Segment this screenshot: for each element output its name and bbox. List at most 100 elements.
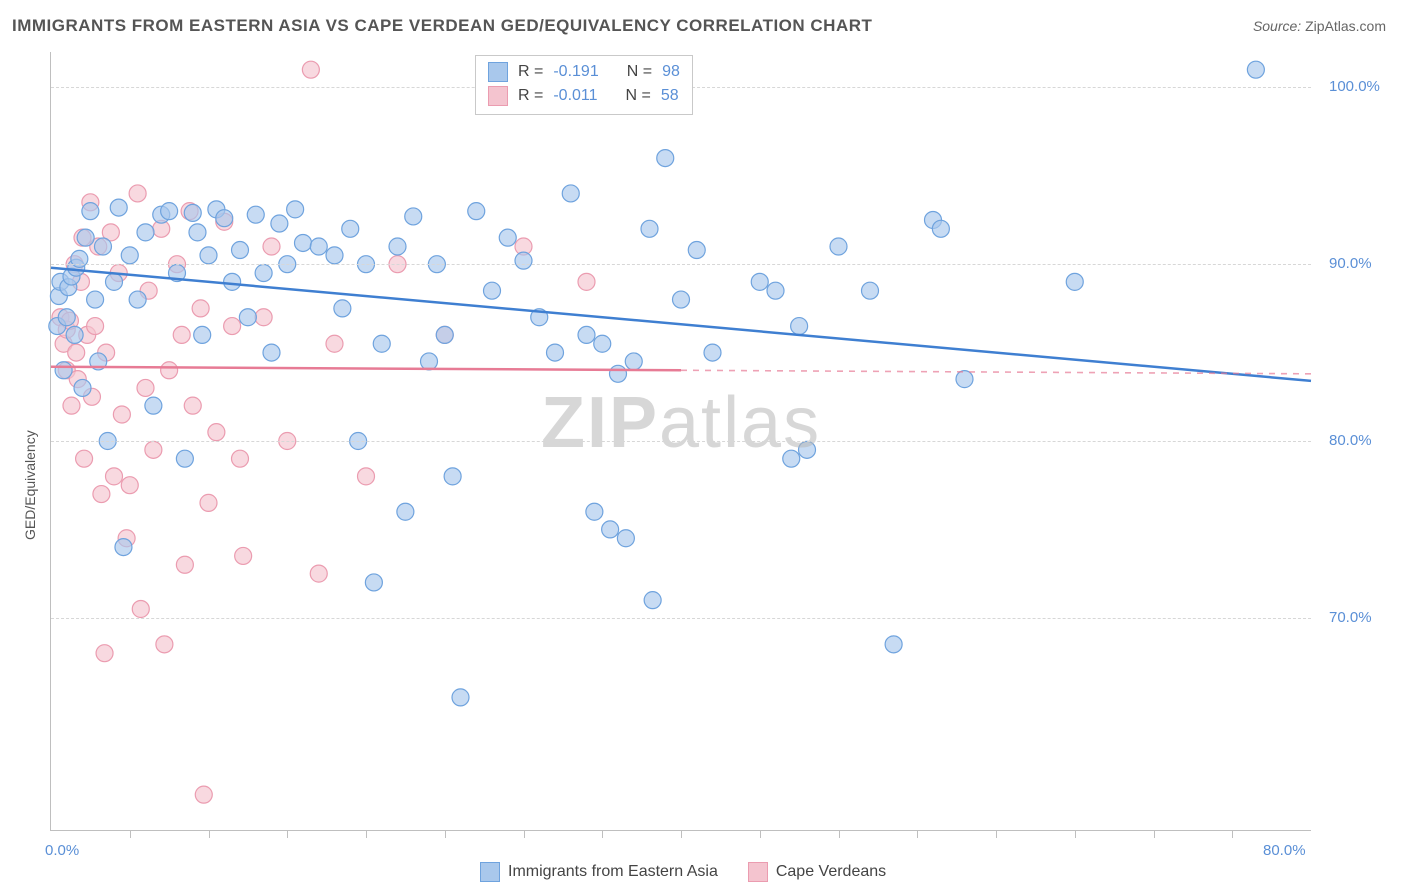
data-point: [208, 424, 225, 441]
data-point: [326, 247, 343, 264]
data-point: [405, 208, 422, 225]
legend-item: Cape Verdeans: [748, 862, 886, 882]
data-point: [452, 689, 469, 706]
data-point: [885, 636, 902, 653]
gridline: [51, 618, 1311, 619]
data-point: [106, 468, 123, 485]
data-point: [602, 521, 619, 538]
data-point: [232, 242, 249, 259]
data-point: [342, 220, 359, 237]
data-point: [137, 224, 154, 241]
data-point: [704, 344, 721, 361]
data-point: [235, 547, 252, 564]
data-point: [830, 238, 847, 255]
x-minor-tick: [130, 830, 131, 838]
source-label: Source:: [1253, 18, 1301, 34]
data-point: [657, 150, 674, 167]
data-point: [484, 282, 501, 299]
stats-row: R =-0.191N =98: [488, 60, 680, 84]
data-point: [468, 203, 485, 220]
data-point: [578, 273, 595, 290]
data-point: [129, 185, 146, 202]
x-minor-tick: [917, 830, 918, 838]
data-point: [295, 234, 312, 251]
series-swatch: [488, 62, 508, 82]
data-point: [641, 220, 658, 237]
data-point: [94, 238, 111, 255]
data-point: [302, 61, 319, 78]
data-point: [783, 450, 800, 467]
data-point: [247, 206, 264, 223]
data-point: [58, 309, 75, 326]
data-point: [176, 450, 193, 467]
legend-label: Cape Verdeans: [776, 863, 886, 881]
chart-title: IMMIGRANTS FROM EASTERN ASIA VS CAPE VER…: [12, 16, 872, 36]
chart-container: IMMIGRANTS FROM EASTERN ASIA VS CAPE VER…: [0, 0, 1406, 892]
series-legend: Immigrants from Eastern AsiaCape Verdean…: [480, 862, 886, 882]
trend-line: [51, 367, 681, 371]
x-minor-tick: [1154, 830, 1155, 838]
data-point: [562, 185, 579, 202]
data-point: [688, 242, 705, 259]
data-point: [216, 210, 233, 227]
stats-row: R =-0.011N =58: [488, 84, 680, 108]
data-point: [255, 309, 272, 326]
data-point: [436, 326, 453, 343]
data-point: [515, 252, 532, 269]
data-point: [547, 344, 564, 361]
legend-swatch: [748, 862, 768, 882]
data-point: [129, 291, 146, 308]
data-point: [310, 238, 327, 255]
data-point: [115, 539, 132, 556]
data-point: [77, 229, 94, 246]
x-minor-tick: [287, 830, 288, 838]
data-point: [232, 450, 249, 467]
data-point: [63, 397, 80, 414]
data-point: [263, 238, 280, 255]
x-minor-tick: [366, 830, 367, 838]
x-minor-tick: [1232, 830, 1233, 838]
x-minor-tick: [760, 830, 761, 838]
series-swatch: [488, 86, 508, 106]
data-point: [195, 786, 212, 803]
data-point: [184, 204, 201, 221]
x-minor-tick: [602, 830, 603, 838]
data-point: [132, 600, 149, 617]
data-point: [239, 309, 256, 326]
x-minor-tick: [681, 830, 682, 838]
data-point: [499, 229, 516, 246]
data-point: [87, 291, 104, 308]
data-point: [397, 503, 414, 520]
data-point: [76, 450, 93, 467]
data-point: [66, 326, 83, 343]
x-minor-tick: [445, 830, 446, 838]
data-point: [68, 344, 85, 361]
data-point: [625, 353, 642, 370]
stat-n-label: N =: [627, 60, 652, 84]
data-point: [751, 273, 768, 290]
data-point: [862, 282, 879, 299]
data-point: [365, 574, 382, 591]
data-point: [421, 353, 438, 370]
data-point: [956, 371, 973, 388]
data-point: [192, 300, 209, 317]
stat-n-label: N =: [626, 84, 651, 108]
data-point: [594, 335, 611, 352]
data-point: [96, 645, 113, 662]
data-point: [176, 556, 193, 573]
data-point: [106, 273, 123, 290]
data-point: [644, 592, 661, 609]
data-point: [444, 468, 461, 485]
data-point: [767, 282, 784, 299]
source-attribution: Source: ZipAtlas.com: [1253, 18, 1386, 34]
data-point: [373, 335, 390, 352]
data-point: [224, 318, 241, 335]
data-point: [161, 362, 178, 379]
data-point: [121, 247, 138, 264]
gridline: [51, 441, 1311, 442]
data-point: [358, 468, 375, 485]
data-point: [389, 238, 406, 255]
data-point: [610, 365, 627, 382]
data-point: [586, 503, 603, 520]
data-point: [156, 636, 173, 653]
